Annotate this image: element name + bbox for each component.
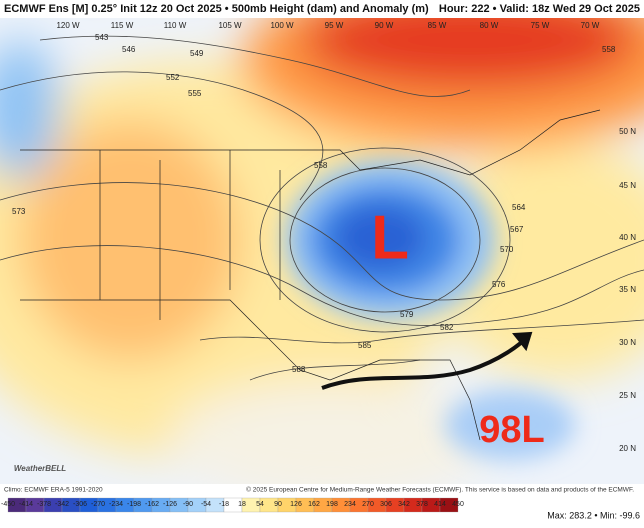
colorbar-tick-label: -450 xyxy=(1,501,15,508)
contour-label: 549 xyxy=(190,49,204,58)
colorbar: -450 -414 -378 -342 -306 -270 -234 -198 -162 -126… xyxy=(1,497,464,513)
lat-label: 35 N xyxy=(619,285,636,294)
contour-label: 564 xyxy=(512,203,526,212)
contour-label: 558 xyxy=(602,45,616,54)
colorbar-tick-label: -18 xyxy=(219,501,229,508)
colorbar-cell xyxy=(439,497,459,513)
contour-labels: 543 546 549 552 555 558 558 573 564 567 … xyxy=(12,33,616,374)
lon-label: 70 W xyxy=(581,21,600,30)
lon-label: 90 W xyxy=(375,21,394,30)
colorbar-tick-label: -414 xyxy=(19,501,33,508)
lon-label: 115 W xyxy=(111,21,134,30)
contour-label: 588 xyxy=(292,365,306,374)
lon-label: 105 W xyxy=(218,21,242,30)
colorbar-tick-label: 234 xyxy=(344,501,356,508)
contour-label: 579 xyxy=(400,310,414,319)
colorbar-tick-label: 378 xyxy=(416,501,428,508)
contour-label: 552 xyxy=(166,73,180,82)
colorbar-tick-label: -54 xyxy=(201,501,211,508)
contour-label: 570 xyxy=(500,245,514,254)
lat-label: 50 N xyxy=(619,127,636,136)
contour-label: 567 xyxy=(510,225,524,234)
contour-label: 555 xyxy=(188,89,202,98)
colorbar-tick-label: 90 xyxy=(274,501,282,508)
header-valid: Hour: 222 • Valid: 18z Wed 29 Oct 2025 xyxy=(439,3,640,15)
lat-label: 45 N xyxy=(619,181,636,190)
contour-label: 582 xyxy=(440,323,454,332)
colorbar-tick-label: 450 xyxy=(452,501,464,508)
lon-label: 75 W xyxy=(531,21,550,30)
lon-label: 120 W xyxy=(56,21,80,30)
colorbar-tick-label: 126 xyxy=(290,501,302,508)
colorbar-tick-label: 162 xyxy=(308,501,320,508)
contour-label: 576 xyxy=(492,280,506,289)
footer-climo: Climo: ECMWF ERA-5 1991-2020 xyxy=(4,487,103,494)
colorbar-tick-label: 414 xyxy=(434,501,446,508)
colorbar-tick-label: 54 xyxy=(256,501,264,508)
colorbar-tick-label: -234 xyxy=(109,501,123,508)
contour-label: 585 xyxy=(358,341,372,350)
lat-label: 25 N xyxy=(619,391,636,400)
lon-label: 95 W xyxy=(325,21,344,30)
contour-label: 546 xyxy=(122,45,136,54)
footer-stats: Max: 283.2 • Min: -99.6 xyxy=(547,510,640,520)
low-annotation: L xyxy=(371,203,409,272)
lat-label: 20 N xyxy=(619,444,636,453)
colorbar-tick-label: 270 xyxy=(362,501,374,508)
lon-label: 80 W xyxy=(480,21,499,30)
colorbar-tick-label: 306 xyxy=(380,501,392,508)
colorbar-tick-label: -198 xyxy=(127,501,141,508)
colorbar-tick-label: 342 xyxy=(398,501,410,508)
colorbar-tick-label: -342 xyxy=(55,501,69,508)
colorbar-tick-label: -270 xyxy=(91,501,105,508)
storm-annotation: 98L xyxy=(479,409,544,451)
colorbar-tick-label: 18 xyxy=(238,501,246,508)
contour-label: 573 xyxy=(12,207,26,216)
colorbar-tick-label: -90 xyxy=(183,501,193,508)
latitude-labels: 50 N 45 N 40 N 35 N 30 N 25 N 20 N xyxy=(619,127,636,453)
footer-copyright: © 2025 European Centre for Medium-Range … xyxy=(246,486,634,494)
contour-label: 558 xyxy=(314,161,328,170)
longitude-labels: 120 W 115 W 110 W 105 W 100 W 95 W 90 W … xyxy=(56,21,599,30)
logo: WeatherBELL xyxy=(14,464,66,473)
lon-label: 100 W xyxy=(270,21,294,30)
colorbar-tick-label: -306 xyxy=(73,501,87,508)
colorbar-tick-label: 198 xyxy=(326,501,338,508)
colorbar-tick-label: -162 xyxy=(145,501,159,508)
header-title: ECMWF Ens [M] 0.25° Init 12z 20 Oct 2025… xyxy=(4,3,429,15)
contour-label: 543 xyxy=(95,33,109,42)
lat-label: 30 N xyxy=(619,338,636,347)
lon-label: 110 W xyxy=(164,21,187,30)
map-field xyxy=(0,18,644,484)
colorbar-tick-label: -126 xyxy=(163,501,177,508)
lon-label: 85 W xyxy=(428,21,447,30)
lat-label: 40 N xyxy=(619,233,636,242)
colorbar-tick-label: -378 xyxy=(37,501,51,508)
